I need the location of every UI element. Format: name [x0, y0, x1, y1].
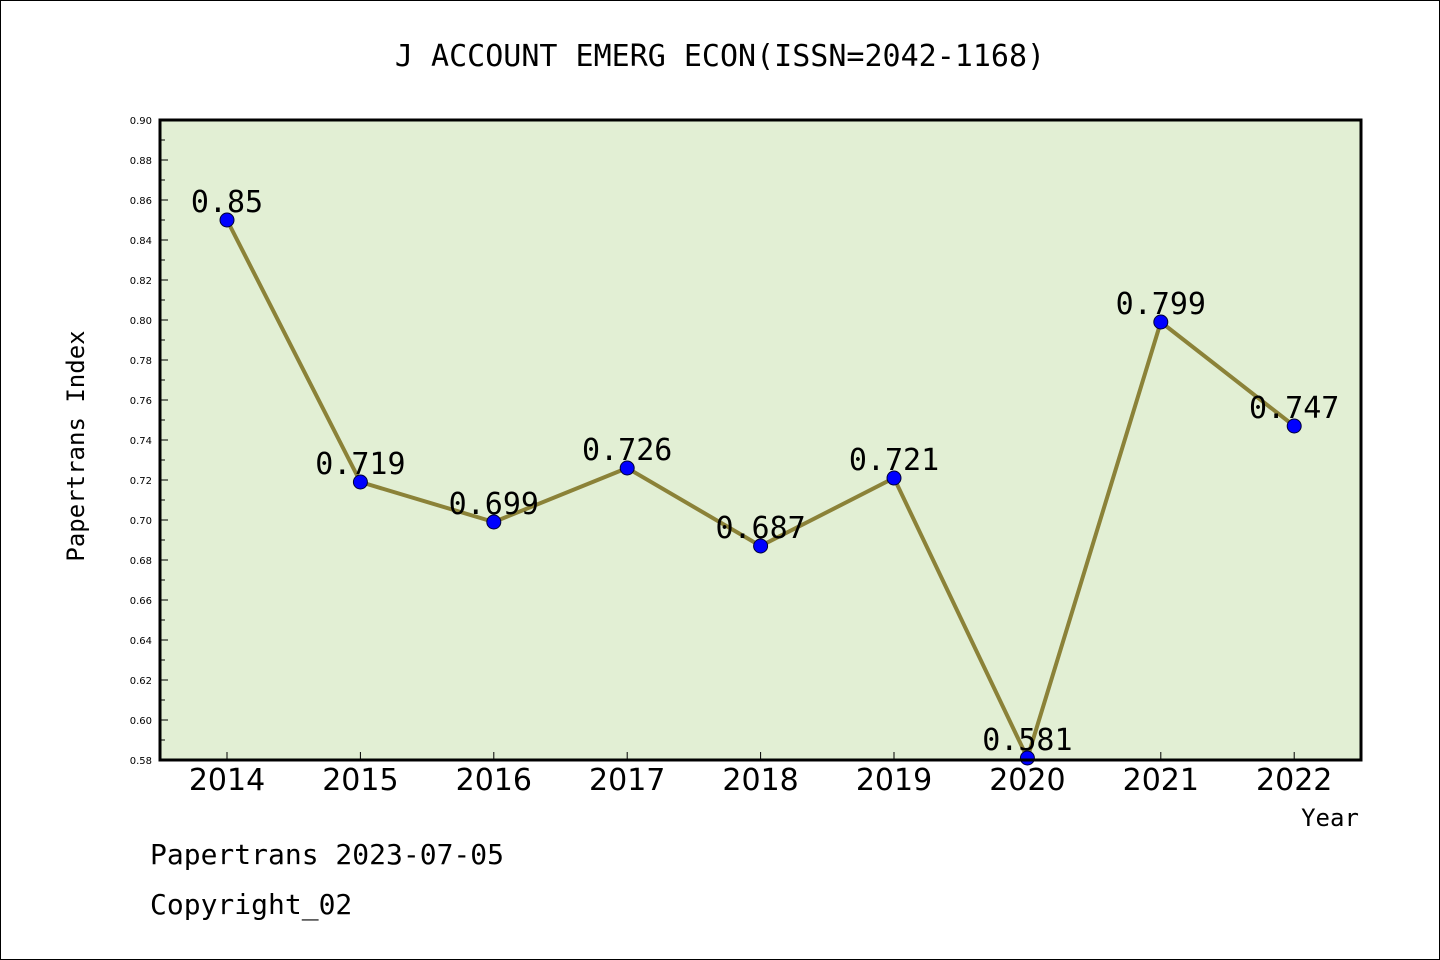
x-tick-label: 2015 [322, 763, 398, 798]
y-tick-label: 0.78 [130, 356, 152, 367]
x-tick-label: 2019 [856, 763, 932, 798]
data-point [352, 474, 368, 490]
data-point [619, 460, 635, 476]
footer-date: Papertrans 2023-07-05 [150, 838, 504, 871]
data-point [1153, 314, 1169, 330]
data-label: 0.687 [715, 511, 805, 546]
plot-border [158, 118, 1363, 762]
plot-area [160, 120, 1361, 760]
x-tick-label: 2020 [989, 763, 1065, 798]
footer-copyright: Copyright_02 [150, 888, 352, 922]
y-axis-label: Papertrans Index [62, 330, 90, 561]
x-tick-label: 2014 [189, 763, 265, 798]
y-tick-label: 0.70 [130, 516, 152, 527]
data-point [1286, 418, 1302, 434]
data-label: 0.85 [191, 185, 263, 220]
y-tick-label: 0.72 [130, 476, 152, 487]
x-tick-label: 2022 [1256, 763, 1332, 798]
x-tick-label: 2017 [589, 763, 665, 798]
y-tick-label: 0.76 [130, 396, 152, 407]
data-label: 0.799 [1116, 287, 1206, 322]
y-tick-label: 0.62 [130, 676, 152, 687]
y-tick-label: 0.90 [130, 116, 152, 127]
data-point [753, 538, 769, 554]
y-tick-label: 0.80 [130, 316, 152, 327]
data-label: 0.699 [449, 487, 539, 522]
y-tick-label: 0.68 [130, 556, 152, 567]
data-markers [219, 212, 1302, 766]
data-labels: 0.85 0.719 0.699 0.726 0.687 0.721 0.581 0.799 0… [191, 185, 1339, 758]
data-label: 0.747 [1249, 391, 1339, 426]
y-tick-label: 0.82 [130, 276, 152, 287]
data-label: 0.726 [582, 433, 672, 468]
x-axis: 2014 2015 2016 2017 2018 2019 2020 2021 2022 [189, 752, 1332, 798]
y-tick-label: 0.88 [130, 156, 152, 167]
data-label: 0.719 [315, 447, 405, 482]
data-point [886, 470, 902, 486]
x-axis-label: Year [1301, 804, 1359, 832]
x-tick-label: 2018 [722, 763, 798, 798]
y-tick-label: 0.60 [130, 716, 152, 727]
chart-title: J ACCOUNT EMERG ECON(ISSN=2042-1168) [395, 39, 1045, 74]
y-tick-label: 0.74 [130, 436, 152, 447]
data-label: 0.721 [849, 443, 939, 478]
y-tick-label: 0.84 [130, 236, 152, 247]
y-tick-label: 0.86 [130, 196, 152, 207]
y-tick-label: 0.64 [130, 636, 152, 647]
data-label: 0.581 [982, 723, 1072, 758]
y-tick-label: 0.58 [130, 756, 152, 767]
x-tick-label: 2021 [1123, 763, 1199, 798]
x-tick-label: 2016 [456, 763, 532, 798]
data-point [219, 212, 235, 228]
data-point [486, 514, 502, 530]
y-tick-label: 0.66 [130, 596, 152, 607]
